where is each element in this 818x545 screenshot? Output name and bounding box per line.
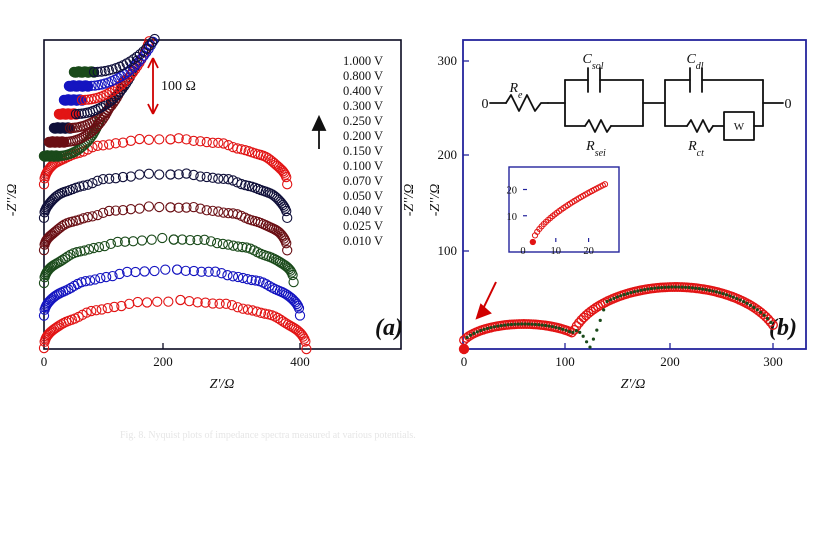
- svg-text:0.800 V: 0.800 V: [343, 69, 383, 83]
- svg-text:1.000 V: 1.000 V: [343, 54, 383, 68]
- svg-text:Fig. 8. Nyquist plots of imped: Fig. 8. Nyquist plots of impedance spect…: [120, 430, 416, 441]
- svg-text:300: 300: [438, 53, 458, 68]
- svg-text:0.250 V: 0.250 V: [343, 114, 383, 128]
- svg-text:100 Ω: 100 Ω: [161, 79, 196, 94]
- svg-text:200: 200: [153, 354, 173, 369]
- svg-text:100: 100: [555, 354, 575, 369]
- svg-text:0: 0: [785, 97, 792, 112]
- svg-text:-Z''/Ω: -Z''/Ω: [428, 184, 443, 216]
- svg-text:W: W: [734, 121, 745, 133]
- svg-text:0.100 V: 0.100 V: [343, 159, 383, 173]
- svg-text:0.200 V: 0.200 V: [343, 129, 383, 143]
- svg-text:0.050 V: 0.050 V: [343, 189, 383, 203]
- svg-text:10: 10: [507, 212, 518, 223]
- svg-text:0: 0: [41, 354, 48, 369]
- svg-text:10: 10: [551, 246, 562, 257]
- svg-text:0: 0: [520, 246, 525, 257]
- svg-text:0.070 V: 0.070 V: [343, 174, 383, 188]
- svg-text:400: 400: [290, 354, 310, 369]
- svg-text:20: 20: [583, 246, 594, 257]
- svg-text:20: 20: [507, 186, 518, 197]
- svg-text:0: 0: [461, 354, 468, 369]
- svg-text:0: 0: [482, 97, 489, 112]
- svg-text:Z'/Ω: Z'/Ω: [621, 377, 646, 392]
- svg-text:0.025 V: 0.025 V: [343, 219, 383, 233]
- svg-text:(a): (a): [375, 315, 403, 341]
- svg-text:200: 200: [660, 354, 680, 369]
- svg-text:0.040 V: 0.040 V: [343, 204, 383, 218]
- svg-text:0.400 V: 0.400 V: [343, 84, 383, 98]
- svg-text:0.150 V: 0.150 V: [343, 144, 383, 158]
- svg-text:0.010 V: 0.010 V: [343, 234, 383, 248]
- svg-text:Z'/Ω: Z'/Ω: [210, 377, 235, 392]
- svg-text:-Z''/Ω: -Z''/Ω: [5, 184, 20, 216]
- svg-text:-Z''/Ω: -Z''/Ω: [402, 184, 417, 216]
- svg-text:200: 200: [438, 147, 458, 162]
- svg-text:300: 300: [763, 354, 783, 369]
- svg-text:0.300 V: 0.300 V: [343, 99, 383, 113]
- svg-text:100: 100: [438, 243, 458, 258]
